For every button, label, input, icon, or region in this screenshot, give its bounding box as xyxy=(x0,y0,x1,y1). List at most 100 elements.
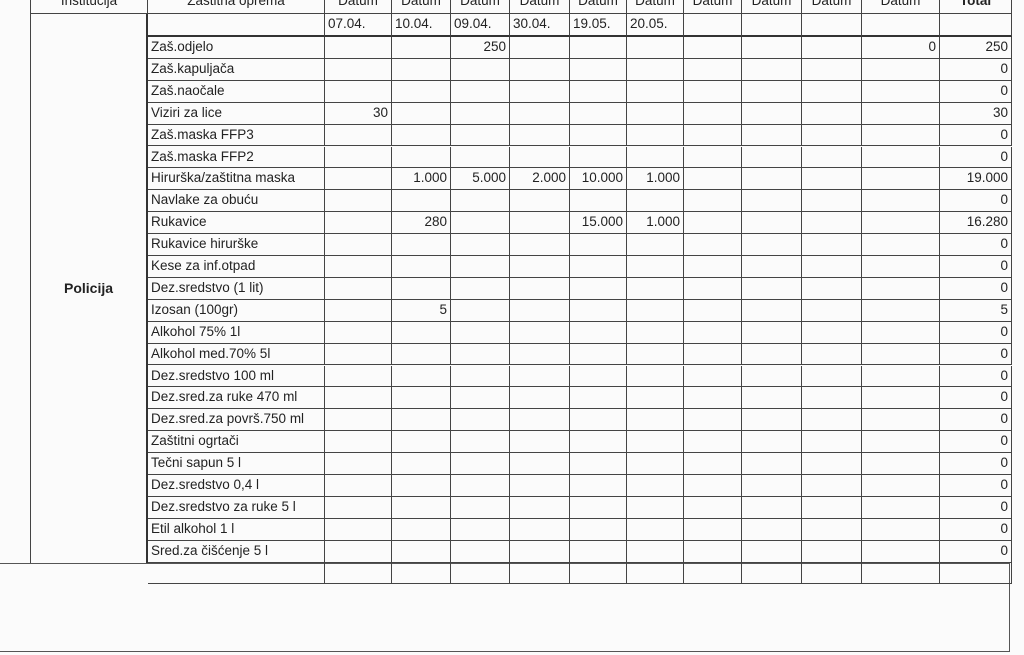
value-cell xyxy=(684,124,742,147)
value-cell: 2.000 xyxy=(510,168,570,191)
value-cell xyxy=(510,124,570,147)
value-cell xyxy=(325,80,392,103)
value-cell xyxy=(684,562,742,585)
value-cell xyxy=(392,453,451,475)
value-cell xyxy=(570,540,627,563)
value-cell xyxy=(684,321,742,344)
item-name: Etil alkohol 1 l xyxy=(148,518,325,541)
value-cell xyxy=(862,496,940,519)
value-cell xyxy=(627,475,684,497)
value-cell xyxy=(510,409,570,432)
value-cell xyxy=(802,475,862,497)
value-cell xyxy=(802,102,862,125)
value-cell xyxy=(742,190,802,213)
value-cell xyxy=(627,146,684,169)
value-cell xyxy=(451,365,510,388)
value-cell xyxy=(570,365,627,388)
total-cell: 0 xyxy=(940,409,1012,432)
value-cell xyxy=(802,146,862,169)
value-cell xyxy=(451,234,510,256)
value-cell xyxy=(742,453,802,475)
value-cell xyxy=(392,540,451,563)
value-cell xyxy=(627,190,684,213)
value-cell xyxy=(684,387,742,410)
value-cell xyxy=(742,124,802,147)
value-cell xyxy=(451,540,510,563)
value-cell xyxy=(392,234,451,256)
value-cell xyxy=(802,518,862,541)
value-cell xyxy=(627,387,684,410)
value-cell xyxy=(570,146,627,169)
item-name: Alkohol med.70% 5l xyxy=(148,343,325,366)
total-cell: 0 xyxy=(940,190,1012,213)
value-cell xyxy=(742,540,802,563)
item-name: Dez.sred.za ruke 470 ml xyxy=(148,387,325,410)
header-institution: Institucija xyxy=(30,0,148,14)
total-cell: 0 xyxy=(940,124,1012,147)
value-cell: 5.000 xyxy=(451,168,510,191)
value-cell xyxy=(684,58,742,81)
value-cell xyxy=(627,365,684,388)
value-cell xyxy=(627,234,684,256)
value-cell xyxy=(392,343,451,366)
value-cell xyxy=(570,475,627,497)
value-cell xyxy=(684,496,742,519)
value-cell xyxy=(451,299,510,322)
item-name: Zaš.naočale xyxy=(148,80,325,103)
value-cell xyxy=(570,58,627,81)
value-cell xyxy=(862,212,940,235)
institution-cell: Policija xyxy=(30,14,148,563)
total-cell: 0 xyxy=(940,58,1012,81)
value-cell xyxy=(392,562,451,585)
value-cell xyxy=(627,496,684,519)
value-cell xyxy=(451,321,510,344)
value-cell xyxy=(862,102,940,125)
value-cell xyxy=(742,80,802,103)
value-cell xyxy=(627,540,684,563)
value-cell xyxy=(392,80,451,103)
value-cell xyxy=(742,146,802,169)
value-cell xyxy=(802,453,862,475)
total-cell: 0 xyxy=(940,277,1012,300)
value-cell xyxy=(742,562,802,585)
value-cell xyxy=(451,102,510,125)
value-cell xyxy=(802,234,862,256)
value-cell xyxy=(862,168,940,191)
total-cell: 0 xyxy=(940,234,1012,256)
value-cell xyxy=(742,212,802,235)
value-cell xyxy=(684,212,742,235)
total-cell: 5 xyxy=(940,299,1012,322)
value-cell: 250 xyxy=(451,37,510,59)
value-cell xyxy=(862,343,940,366)
value-cell xyxy=(627,321,684,344)
value-cell xyxy=(325,146,392,169)
value-cell xyxy=(802,496,862,519)
value-cell xyxy=(862,58,940,81)
value-cell xyxy=(510,343,570,366)
value-cell xyxy=(802,343,862,366)
value-cell xyxy=(570,387,627,410)
value-cell xyxy=(451,146,510,169)
value-cell xyxy=(684,80,742,103)
value-cell xyxy=(684,168,742,191)
value-cell xyxy=(325,190,392,213)
value-cell xyxy=(742,102,802,125)
value-cell xyxy=(392,365,451,388)
value-cell xyxy=(510,299,570,322)
header-date: Datum xyxy=(451,0,510,14)
date-cell xyxy=(742,14,802,37)
value-cell xyxy=(742,496,802,519)
date-cell: 07.04. xyxy=(325,14,392,37)
value-cell xyxy=(862,540,940,563)
item-name: Kese za inf.otpad xyxy=(148,256,325,278)
value-cell xyxy=(862,146,940,169)
header-date: Datum xyxy=(392,0,451,14)
value-cell: 30 xyxy=(325,102,392,125)
value-cell xyxy=(684,475,742,497)
value-cell xyxy=(510,146,570,169)
date-cell: 30.04. xyxy=(510,14,570,37)
value-cell xyxy=(684,102,742,125)
item-name: Hirurška/zaštitna maska xyxy=(148,168,325,191)
value-cell: 1.000 xyxy=(627,168,684,191)
value-cell xyxy=(510,234,570,256)
